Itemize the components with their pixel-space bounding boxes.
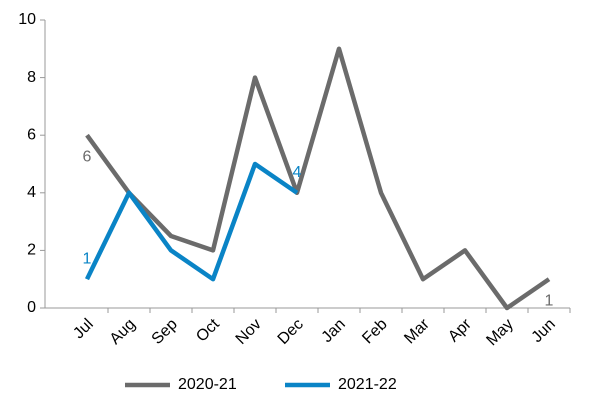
x-tick-label: Dec [275, 316, 307, 348]
y-tick-label: 4 [27, 184, 36, 201]
x-tick-label: Jun [529, 316, 559, 346]
y-tick-label: 0 [27, 299, 36, 316]
data-label: 4 [293, 164, 302, 181]
data-label: 1 [83, 250, 92, 267]
y-tick-label: 10 [18, 11, 36, 28]
y-tick-label: 2 [27, 242, 36, 259]
x-tick-label: Mar [401, 315, 433, 347]
x-tick-label: Jul [70, 316, 96, 342]
data-label: 1 [545, 292, 554, 309]
data-label: 6 [83, 148, 92, 165]
legend-label: 2021-22 [338, 376, 397, 393]
y-tick-label: 8 [27, 69, 36, 86]
series-line [85, 46, 551, 311]
legend-label: 2020-21 [178, 376, 237, 393]
y-tick-label: 6 [27, 126, 36, 143]
x-tick-label: Apr [445, 315, 475, 345]
x-tick-label: May [483, 316, 516, 349]
series-line [84, 161, 299, 282]
x-tick-label: Jan [319, 316, 349, 346]
x-tick-label: Oct [193, 315, 223, 345]
x-tick-label: Sep [149, 316, 181, 348]
x-tick-label: Feb [359, 316, 391, 348]
x-tick-label: Nov [233, 316, 265, 348]
x-tick-label: Aug [107, 316, 139, 348]
